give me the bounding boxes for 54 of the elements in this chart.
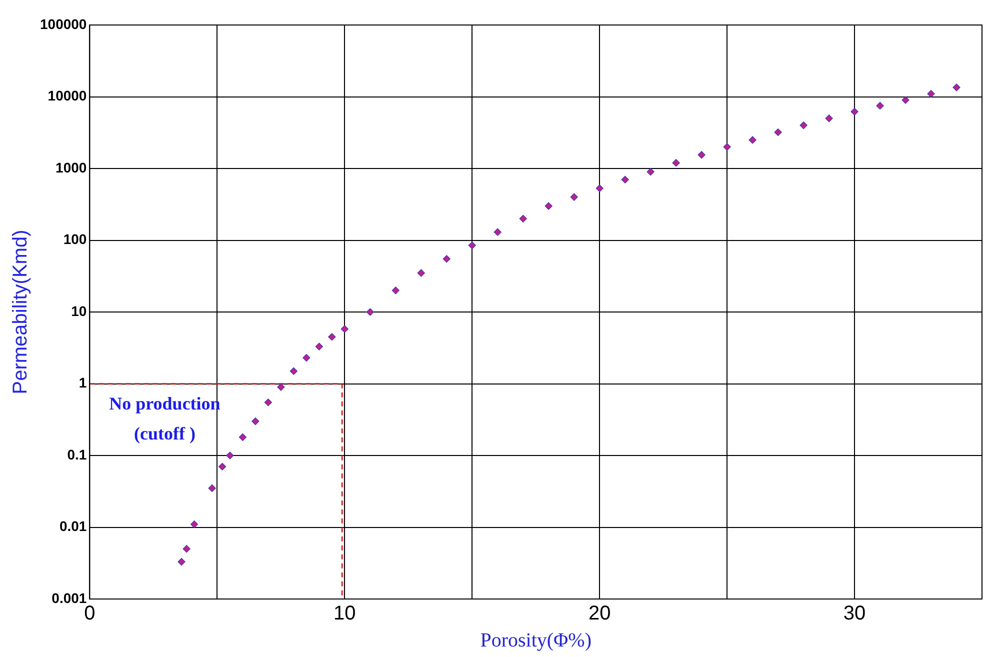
point (850, 108, 858, 116)
point (182, 545, 190, 553)
point (876, 102, 884, 110)
point (468, 242, 476, 250)
point (315, 342, 323, 350)
point (366, 308, 374, 316)
y-tick-label: 0.01 (59, 518, 87, 534)
point (646, 168, 654, 176)
point (698, 151, 706, 159)
point (800, 122, 808, 130)
point (952, 84, 960, 92)
point (570, 193, 578, 201)
point (748, 136, 756, 144)
y-tick-label: 10 (71, 302, 87, 319)
point (252, 417, 260, 426)
point (723, 143, 731, 151)
y-tick-label: 1 (78, 374, 87, 391)
point (340, 325, 348, 333)
point (238, 433, 246, 441)
point (825, 114, 833, 122)
point (264, 398, 272, 406)
x-axis-title: Porosity(Φ%) (480, 629, 592, 652)
point (328, 333, 336, 341)
point (190, 520, 198, 528)
point (596, 184, 604, 192)
point (178, 558, 186, 566)
point (277, 383, 285, 391)
point (544, 202, 552, 210)
point (927, 90, 935, 98)
y-tick-label: 1000 (56, 159, 87, 176)
point (392, 286, 400, 294)
point (519, 214, 527, 222)
x-tick-label: 0 (84, 602, 96, 625)
x-tick-label: 30 (843, 602, 866, 625)
point (442, 255, 450, 263)
point (208, 484, 216, 492)
point (902, 96, 910, 104)
point (226, 452, 234, 460)
point (494, 228, 502, 236)
point (417, 269, 425, 277)
point (672, 159, 680, 167)
point (774, 128, 782, 136)
y-axis-title: Permeability(Kmd) (10, 230, 32, 394)
point (218, 462, 226, 470)
point (621, 176, 629, 184)
y-tick-label: 0.1 (67, 446, 87, 462)
x-tick-label: 20 (588, 602, 611, 625)
point (302, 354, 310, 362)
y-tick-label: 10000 (48, 88, 87, 104)
point (290, 367, 298, 375)
y-tick-label: 0.001 (52, 590, 87, 606)
y-tick-label: 100000 (40, 16, 87, 32)
x-tick-label: 10 (334, 602, 356, 625)
y-tick-label: 100 (63, 231, 87, 248)
